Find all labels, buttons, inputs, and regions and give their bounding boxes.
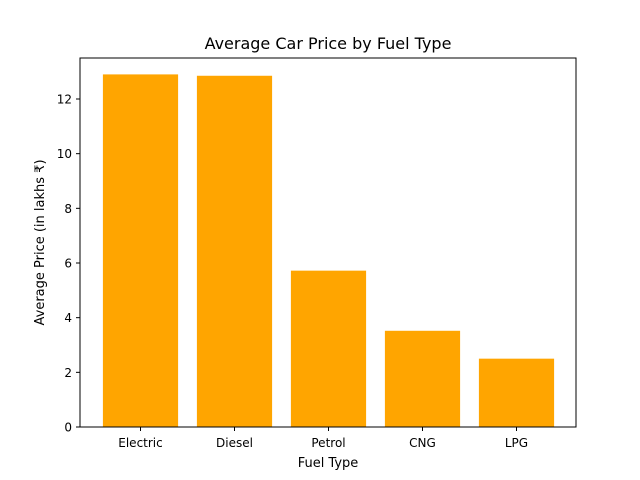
y-tick-label: 12 bbox=[57, 93, 72, 107]
chart-title: Average Car Price by Fuel Type bbox=[205, 34, 452, 53]
x-tick-label: CNG bbox=[409, 436, 436, 450]
bars-group bbox=[102, 74, 555, 428]
bar-petrol bbox=[290, 270, 367, 427]
y-tick-label: 8 bbox=[64, 202, 72, 216]
x-axis-ticks: Electric Diesel Petrol CNG LPG bbox=[118, 427, 528, 450]
bar-cng bbox=[384, 330, 461, 427]
x-tick-label: LPG bbox=[505, 436, 528, 450]
x-axis-label: Fuel Type bbox=[298, 456, 359, 471]
bar-diesel bbox=[196, 75, 273, 428]
y-tick-label: 4 bbox=[64, 311, 72, 325]
x-tick-label: Electric bbox=[118, 436, 162, 450]
y-axis-ticks: 0 2 4 6 8 10 12 bbox=[57, 93, 80, 435]
y-tick-label: 2 bbox=[64, 366, 72, 380]
y-tick-label: 0 bbox=[64, 421, 72, 435]
bar-lpg bbox=[478, 358, 555, 427]
y-tick-label: 10 bbox=[57, 147, 72, 161]
x-tick-label: Diesel bbox=[216, 436, 253, 450]
y-axis-label: Average Price (in lakhs ₹) bbox=[33, 159, 48, 325]
y-tick-label: 6 bbox=[64, 257, 72, 271]
x-tick-label: Petrol bbox=[311, 436, 345, 450]
bar-electric bbox=[102, 74, 179, 428]
